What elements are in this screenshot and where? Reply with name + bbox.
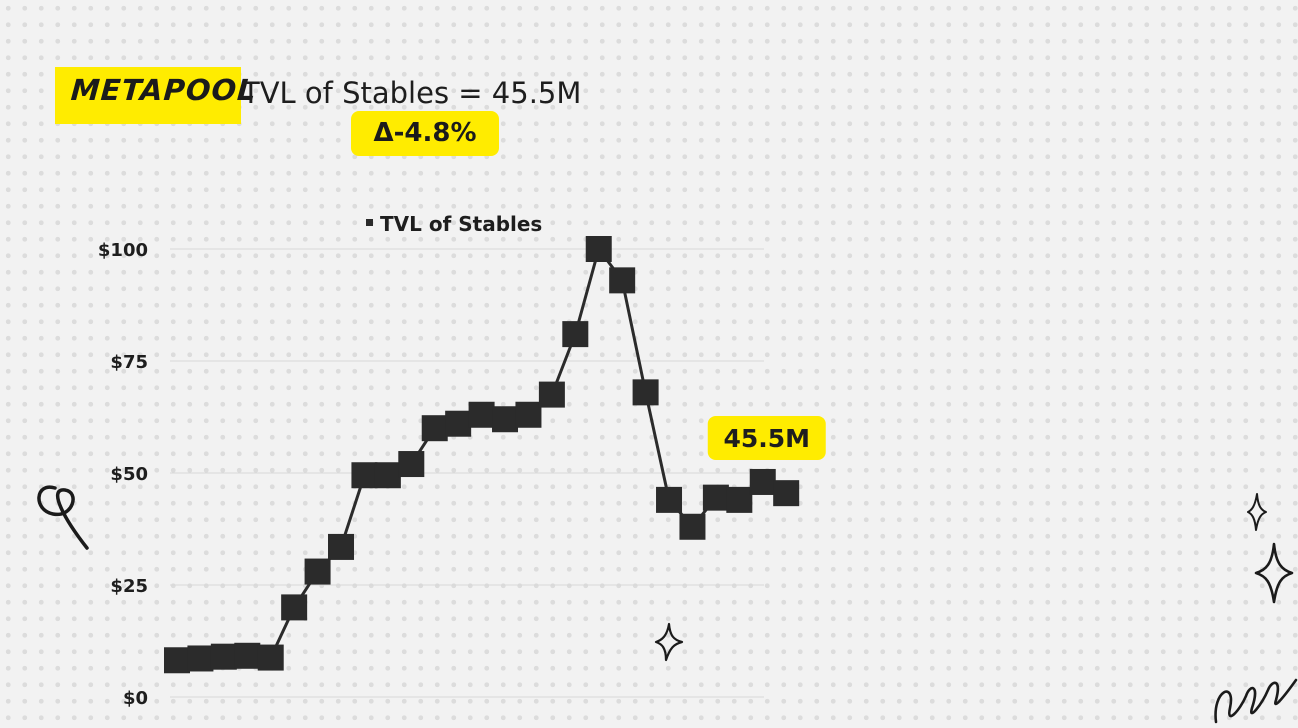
sparkle-tiny-icon: [1247, 493, 1267, 531]
data-point: [374, 462, 401, 489]
y-tick-label: $100: [98, 240, 148, 261]
data-point: [257, 644, 284, 671]
squiggle-doodle-icon: [37, 485, 89, 550]
data-point: [562, 321, 589, 348]
y-tick-label: $75: [110, 352, 148, 373]
data-point: [187, 645, 214, 672]
metapool-logo: METAPOOL: [55, 67, 258, 124]
data-point: [515, 401, 542, 428]
sparkle-large-icon: [1254, 542, 1294, 604]
loops-doodle-icon: [1214, 678, 1298, 724]
legend-marker: [366, 219, 373, 226]
y-tick-label: $0: [123, 688, 148, 709]
data-point: [164, 647, 190, 674]
data-point: [328, 533, 355, 560]
data-point: [609, 267, 636, 294]
value-badge-label: 45.5M: [723, 424, 810, 453]
sparkle-small-icon: [654, 622, 684, 662]
data-point: [656, 486, 683, 513]
data-point: [445, 410, 472, 437]
data-point: [304, 558, 331, 585]
data-point: [632, 379, 659, 406]
data-point: [538, 381, 565, 408]
data-point: [679, 513, 706, 540]
series-line: [176, 247, 787, 662]
data-point: [351, 462, 378, 489]
data-point: [281, 594, 308, 621]
data-point: [492, 406, 519, 433]
data-point: [468, 401, 495, 428]
page-title: TVL of Stables = 45.5M: [242, 76, 582, 110]
value-badge: [707, 415, 826, 460]
data-point: [210, 643, 237, 670]
data-point: [702, 484, 729, 511]
y-tick-label: $50: [110, 464, 148, 485]
y-tick-label: $25: [110, 576, 148, 597]
data-point: [585, 236, 612, 262]
legend-label: TVL of Stables: [380, 212, 542, 236]
data-point: [726, 486, 753, 513]
data-point: [773, 480, 800, 507]
data-point: [421, 415, 448, 442]
delta-badge: Δ-4.8%: [351, 111, 499, 156]
data-point: [234, 642, 261, 669]
data-point: [749, 468, 776, 495]
data-point: [398, 451, 425, 478]
